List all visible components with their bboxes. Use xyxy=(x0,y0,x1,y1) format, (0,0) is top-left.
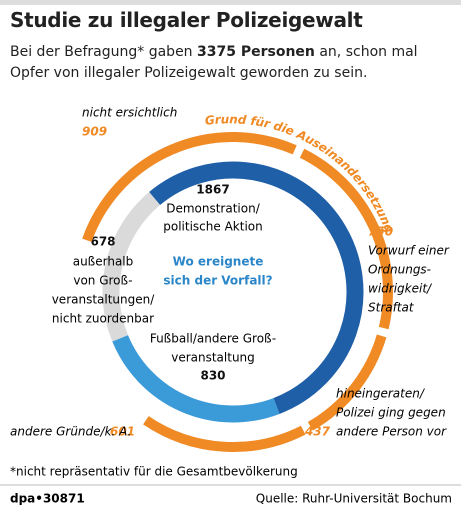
segment-value: 1867 xyxy=(196,183,229,197)
segment-label: Straftat xyxy=(368,301,415,315)
segment-label: Demonstration/ xyxy=(166,202,260,216)
ring-segment xyxy=(149,161,364,414)
segment-value: 830 xyxy=(200,369,225,383)
segment-label: Polizei ging gegen xyxy=(336,406,446,420)
ring-segment xyxy=(112,334,280,423)
title: Studie zu illegaler Polizeigewalt xyxy=(10,8,363,32)
segment-value: 678 xyxy=(90,235,115,249)
segment-label: Vorwurf einer xyxy=(368,244,450,258)
ring-segment xyxy=(143,416,306,452)
ring-title: sich der Vorfall? xyxy=(163,274,272,288)
ring-segment xyxy=(82,132,297,242)
top-bar xyxy=(0,0,461,5)
ring-segment xyxy=(102,192,161,342)
segment-label: politische Aktion xyxy=(163,220,262,234)
segment-label: Fußball/andere Groß- xyxy=(150,332,276,346)
segment-value: 437 xyxy=(304,425,331,439)
ring-segment xyxy=(299,148,393,330)
segment-label: nicht zuordenbar xyxy=(52,312,154,326)
segment-value: 909 xyxy=(82,125,107,139)
source: Quelle: Ruhr-Universität Bochum xyxy=(256,492,452,506)
segment-label: hineingeraten/ xyxy=(336,387,426,401)
segment-value: 750 xyxy=(368,225,393,239)
credit: dpa•30871 xyxy=(10,492,85,506)
subtitle-text: an, schon mal Opfer von illegaler Polize… xyxy=(10,44,418,81)
ring-segment xyxy=(307,334,387,431)
segment-label: außerhalb xyxy=(73,255,134,269)
segment-label: widrigkeit/ xyxy=(368,282,433,296)
subtitle-bold: 3375 Personen xyxy=(197,44,315,60)
segment-label: andere Person vor xyxy=(336,425,447,439)
segment-label: Ordnungs- xyxy=(368,263,431,277)
subtitle-text: Bei der Befragung* gaben xyxy=(10,44,198,60)
footnote: *nicht repräsentativ für die Gesamtbevöl… xyxy=(10,465,298,479)
segment-label: andere Gründe/k. A. xyxy=(10,425,131,439)
segment-label: von Groß- xyxy=(73,274,132,288)
ring-title: Wo ereignete xyxy=(173,255,264,269)
segment-label: veranstaltungen/ xyxy=(52,293,156,307)
segment-value: 601 xyxy=(110,425,135,439)
segment-label: nicht ersichtlich xyxy=(82,106,177,120)
segment-label: veranstaltung xyxy=(171,351,255,365)
subtitle: Bei der Befragung* gaben 3375 Personen a… xyxy=(10,42,455,84)
